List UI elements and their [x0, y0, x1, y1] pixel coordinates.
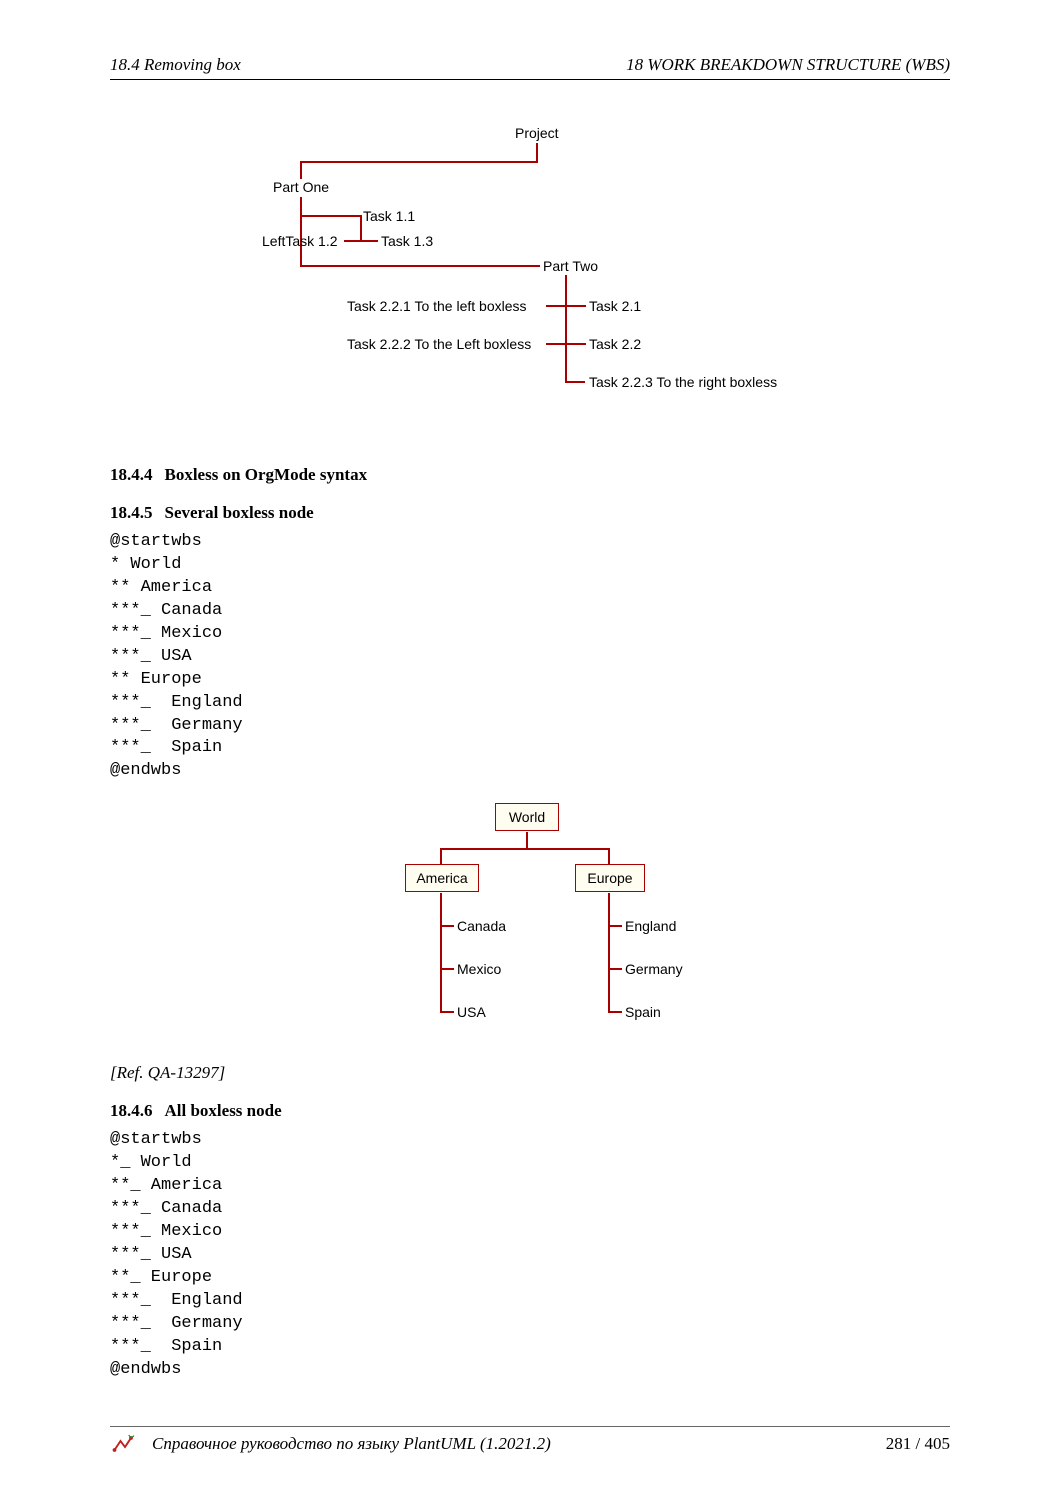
node-task221: Task 2.2.1 To the left boxless: [347, 298, 527, 314]
node-task22: Task 2.2: [589, 336, 641, 352]
line: [608, 1011, 622, 1013]
node-part-one: Part One: [273, 179, 329, 195]
heading-18-4-5: 18.4.5 Several boxless node: [110, 503, 950, 523]
line: [546, 305, 586, 307]
node-task223: Task 2.2.3 To the right boxless: [589, 374, 777, 390]
heading-18-4-6: 18.4.6 All boxless node: [110, 1101, 950, 1121]
heading-title: All boxless node: [165, 1101, 282, 1120]
node-project: Project: [515, 125, 559, 141]
heading-title: Several boxless node: [165, 503, 314, 522]
plantuml-icon: [110, 1433, 140, 1455]
heading-num: 18.4.6: [110, 1101, 153, 1120]
node-task11: Task 1.1: [363, 208, 415, 224]
line: [440, 848, 442, 864]
line: [300, 215, 360, 217]
line: [440, 893, 442, 1011]
node-lefttask12: LeftTask 1.2: [262, 233, 338, 249]
node-america: America: [405, 864, 479, 892]
footer-page-number: 281 / 405: [886, 1434, 950, 1454]
page: 18.4 Removing box 18 WORK BREAKDOWN STRU…: [0, 0, 1060, 1500]
node-task222: Task 2.2.2 To the Left boxless: [347, 336, 531, 352]
node-germany: Germany: [625, 961, 683, 977]
node-mexico: Mexico: [457, 961, 501, 977]
heading-num: 18.4.5: [110, 503, 153, 522]
line: [565, 275, 567, 383]
node-task21: Task 2.1: [589, 298, 641, 314]
node-usa: USA: [457, 1004, 486, 1020]
page-header: 18.4 Removing box 18 WORK BREAKDOWN STRU…: [110, 55, 950, 80]
footer-text: Справочное руководство по языку PlantUML…: [152, 1434, 886, 1454]
node-england: England: [625, 918, 676, 934]
line: [526, 832, 528, 848]
code-block-1: @startwbs * World ** America ***_ Canada…: [110, 531, 950, 783]
line: [440, 968, 454, 970]
line: [300, 161, 538, 163]
page-footer: Справочное руководство по языку PlantUML…: [110, 1426, 950, 1455]
line: [608, 968, 622, 970]
header-right: 18 WORK BREAKDOWN STRUCTURE (WBS): [626, 55, 950, 75]
line: [300, 161, 302, 179]
line: [565, 381, 585, 383]
line: [300, 265, 540, 267]
line: [360, 215, 362, 240]
node-part-two: Part Two: [543, 258, 598, 274]
line: [360, 240, 378, 242]
line: [440, 848, 610, 850]
header-left: 18.4 Removing box: [110, 55, 241, 75]
node-canada: Canada: [457, 918, 506, 934]
wbs-diagram-project: Project Part One Task 1.1 LeftTask 1.2 T…: [250, 125, 810, 425]
heading-num: 18.4.4: [110, 465, 153, 484]
wbs-diagram-world: World America Europe Canada Mexico USA E…: [380, 803, 680, 1038]
node-task13: Task 1.3: [381, 233, 433, 249]
line: [608, 893, 610, 1011]
line: [440, 925, 454, 927]
node-europe: Europe: [575, 864, 645, 892]
line: [536, 143, 538, 161]
reference-link: [Ref. QA-13297]: [110, 1063, 950, 1083]
heading-18-4-4: 18.4.4 Boxless on OrgMode syntax: [110, 465, 950, 485]
line: [440, 1011, 454, 1013]
line: [608, 848, 610, 864]
heading-title: Boxless on OrgMode syntax: [165, 465, 368, 484]
line: [608, 925, 622, 927]
node-spain: Spain: [625, 1004, 661, 1020]
node-world: World: [495, 803, 559, 831]
line: [546, 343, 586, 345]
code-block-2: @startwbs *_ World **_ America ***_ Cana…: [110, 1129, 950, 1381]
line: [300, 197, 302, 265]
